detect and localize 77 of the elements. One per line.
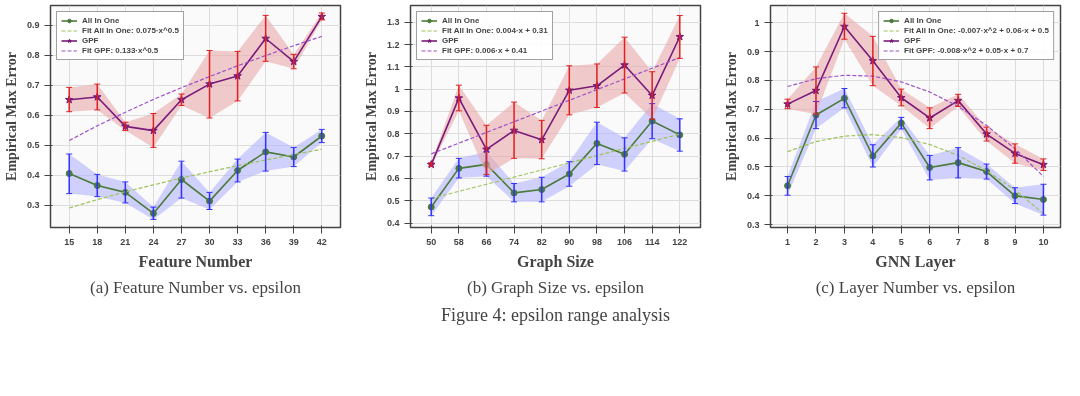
x-axis-title: Graph Size bbox=[517, 252, 594, 271]
y-tick-label: 0.8 bbox=[386, 128, 400, 139]
x-tick-label: 39 bbox=[288, 236, 299, 247]
x-tick-label: 122 bbox=[672, 236, 688, 247]
x-tick-label: 27 bbox=[176, 236, 187, 247]
y-tick-label: 0.8 bbox=[26, 50, 40, 60]
y-tick-label: 0.9 bbox=[386, 106, 400, 117]
y-tick-label: 1.3 bbox=[386, 17, 400, 28]
y-axis-title: Empirical Max Error bbox=[723, 52, 739, 181]
caption: Figure 4: epsilon range analysis bbox=[441, 304, 670, 325]
legend-label: GPF bbox=[82, 36, 100, 45]
y-tick-label: 0.9 bbox=[746, 46, 760, 57]
text: (a) Feature Number vs. epsilon bbox=[89, 277, 302, 297]
x-tick-label: 24 bbox=[148, 236, 159, 247]
x-tick-label: 21 bbox=[120, 236, 131, 247]
y-tick-label: 1 bbox=[754, 17, 760, 28]
x-tick-label: 5 bbox=[898, 236, 904, 247]
x-tick-label: 7 bbox=[955, 236, 961, 247]
legend-label: All In One bbox=[442, 16, 480, 25]
y-tick-label: 0.5 bbox=[386, 195, 400, 206]
y-tick-label: 0.6 bbox=[746, 133, 760, 144]
legend-label: GPF bbox=[904, 36, 922, 45]
y-tick-label: 0.7 bbox=[26, 80, 40, 90]
x-tick-label: 8 bbox=[984, 236, 990, 247]
x-tick-label: 6 bbox=[927, 236, 933, 247]
y-tick-label: 1 bbox=[394, 84, 400, 95]
y-axis-title: Empirical Max Error bbox=[3, 52, 19, 181]
x-tick-label: 98 bbox=[591, 236, 602, 247]
legend-label: Fit All In One: 0.004·x + 0.31 bbox=[442, 26, 548, 35]
x-tick-label: 4 bbox=[870, 236, 876, 247]
x-tick-label: 36 bbox=[260, 236, 271, 247]
y-tick-label: 0.3 bbox=[26, 200, 40, 210]
legend-label: All In One bbox=[904, 16, 942, 25]
y-tick-label: 0.5 bbox=[746, 161, 760, 172]
x-tick-label: 9 bbox=[1012, 236, 1018, 247]
legend-label: Fit GPF: 0.006·x + 0.41 bbox=[442, 46, 528, 55]
x-tick-label: 58 bbox=[453, 236, 464, 247]
x-tick-label: 50 bbox=[426, 236, 437, 247]
y-tick-label: 0.3 bbox=[746, 219, 760, 230]
x-tick-label: 114 bbox=[644, 236, 660, 247]
y-tick-label: 0.9 bbox=[26, 20, 40, 30]
y-tick-label: 0.5 bbox=[26, 140, 40, 150]
x-tick-label: 90 bbox=[564, 236, 575, 247]
x-tick-label: 106 bbox=[617, 236, 633, 247]
x-tick-label: 66 bbox=[481, 236, 492, 247]
y-tick-label: 0.7 bbox=[386, 151, 400, 162]
y-tick-label: 0.6 bbox=[386, 173, 400, 184]
text: (b) Graph Size vs. epsilon bbox=[466, 277, 645, 297]
x-tick-label: 42 bbox=[316, 236, 327, 247]
legend-label: Fit GPF: 0.133·x^0.5 bbox=[82, 46, 159, 55]
legend-label: GPF bbox=[442, 36, 460, 45]
x-tick-label: 10 bbox=[1038, 236, 1049, 247]
x-tick-label: 1 bbox=[785, 236, 791, 247]
y-tick-label: 0.4 bbox=[26, 170, 40, 180]
y-tick-label: 0.8 bbox=[746, 75, 760, 86]
x-tick-label: 33 bbox=[232, 236, 243, 247]
y-tick-label: 0.4 bbox=[746, 190, 760, 201]
y-tick-label: 0.7 bbox=[746, 104, 760, 115]
legend-label: Fit All In One: -0.007·x^2 + 0.06·x + 0.5 bbox=[904, 26, 1049, 35]
legend-label: Fit GPF: -0.008·x^2 + 0.05·x + 0.7 bbox=[904, 46, 1029, 55]
legend-label: All In One bbox=[82, 16, 120, 25]
x-tick-label: 2 bbox=[813, 236, 819, 247]
x-tick-label: 3 bbox=[841, 236, 847, 247]
x-tick-label: 74 bbox=[509, 236, 520, 247]
x-tick-label: 30 bbox=[204, 236, 215, 247]
x-tick-label: 15 bbox=[64, 236, 75, 247]
y-tick-label: 0.4 bbox=[386, 218, 400, 229]
x-axis-title: GNN Layer bbox=[875, 252, 956, 271]
y-tick-label: 0.6 bbox=[26, 110, 40, 120]
legend-label: Fit All In One: 0.075·x^0.5 bbox=[82, 26, 179, 35]
x-tick-label: 18 bbox=[92, 236, 103, 247]
x-tick-label: 82 bbox=[536, 236, 547, 247]
y-axis-title: Empirical Max Error bbox=[363, 52, 379, 181]
text: (c) Layer Number vs. epsilon bbox=[815, 277, 1016, 297]
y-tick-label: 1.2 bbox=[386, 39, 400, 50]
y-tick-label: 1.1 bbox=[386, 61, 400, 72]
x-axis-title: Feature Number bbox=[138, 252, 253, 270]
